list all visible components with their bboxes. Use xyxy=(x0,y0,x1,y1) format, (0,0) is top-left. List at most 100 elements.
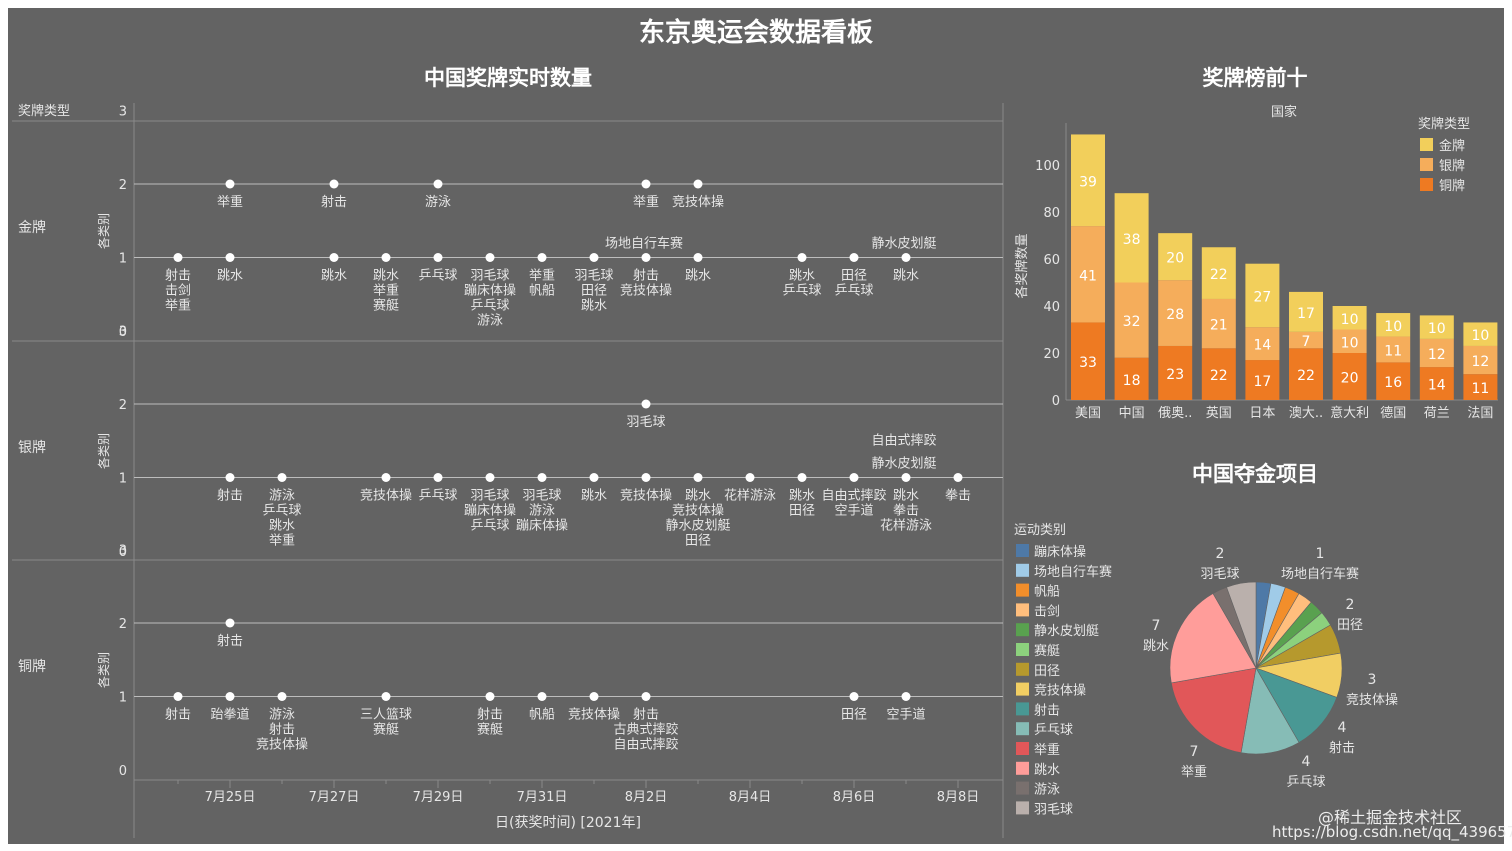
point-label: 射击 xyxy=(165,268,191,284)
data-point xyxy=(953,473,963,482)
point-label: 射击 xyxy=(217,633,243,649)
point-label: 竞技体操 xyxy=(620,283,672,299)
bar-value-label: 27 xyxy=(1253,289,1271,305)
bar-value-label: 17 xyxy=(1297,306,1315,322)
bar-y-tick-label: 40 xyxy=(1043,300,1060,315)
bar-segment xyxy=(1245,263,1280,328)
bar-value-label: 7 xyxy=(1302,334,1311,350)
point-label: 竞技体操 xyxy=(256,737,308,753)
pie-value-label: 1 xyxy=(1316,546,1325,562)
point-label: 跳水 xyxy=(685,489,711,504)
y-axis-label: 各类别 xyxy=(96,433,111,469)
point-label: 跳水 xyxy=(269,519,295,534)
y-tick-label: 3 xyxy=(119,544,127,559)
bar-value-label: 10 xyxy=(1341,312,1359,328)
bar-value-label: 21 xyxy=(1210,318,1228,334)
point-label: 射击 xyxy=(633,707,659,723)
timeline-title: 中国奖牌实时数量 xyxy=(424,66,592,90)
bar-value-label: 16 xyxy=(1384,375,1402,391)
bar-value-label: 10 xyxy=(1471,328,1489,344)
row-medal-label: 银牌 xyxy=(18,439,46,456)
data-point xyxy=(589,253,599,262)
pie-slice-label: 田径 xyxy=(1337,618,1363,633)
bar-value-label: 38 xyxy=(1123,232,1141,248)
data-point xyxy=(849,692,859,701)
y-tick-label: 0 xyxy=(119,545,127,560)
data-point xyxy=(745,473,755,482)
bar-value-label: 10 xyxy=(1384,319,1402,335)
bar-category-label: 意大利 xyxy=(1330,405,1369,421)
bar-category-label: 日本 xyxy=(1249,406,1275,421)
bar-value-label: 39 xyxy=(1079,174,1097,190)
point-label: 游泳 xyxy=(425,195,451,210)
bar-segment xyxy=(1071,134,1105,227)
data-point xyxy=(641,179,651,189)
y-tick-label: 3 xyxy=(119,325,127,340)
pie-legend-swatch xyxy=(1016,722,1029,736)
data-point xyxy=(693,253,703,262)
bar-segment xyxy=(1332,306,1367,330)
pie-value-label: 7 xyxy=(1152,618,1161,634)
point-label: 射击 xyxy=(321,194,347,210)
bar-segment xyxy=(1114,357,1149,400)
data-point xyxy=(381,692,391,701)
pie-legend-label: 蹦床体操 xyxy=(1034,544,1086,560)
point-label: 乒乓球 xyxy=(470,519,509,534)
point-label: 射击 xyxy=(633,268,659,284)
point-label: 举重 xyxy=(633,194,659,210)
pie-slice-label: 羽毛球 xyxy=(1200,567,1239,582)
data-point xyxy=(641,399,651,409)
point-label: 乒乓球 xyxy=(418,489,457,504)
row-medal-label: 铜牌 xyxy=(18,658,46,675)
data-point xyxy=(849,473,859,482)
point-label: 田径 xyxy=(789,504,815,519)
y-tick-label: 1 xyxy=(119,252,127,267)
pie-slice xyxy=(1169,593,1257,684)
bar-y-tick-label: 60 xyxy=(1043,253,1060,268)
pie-legend-label: 羽毛球 xyxy=(1034,802,1073,817)
pie-legend-swatch xyxy=(1016,603,1029,617)
x-tick-label: 7月27日 xyxy=(309,790,360,805)
bar-segment xyxy=(1289,291,1323,332)
data-point xyxy=(485,253,495,262)
data-point xyxy=(641,692,651,701)
point-label: 乒乓球 xyxy=(834,284,873,299)
bar-category-label: 法国 xyxy=(1467,406,1493,421)
point-label-above: 场地自行车赛 xyxy=(605,236,683,252)
point-label: 花样游泳 xyxy=(724,488,776,504)
point-label: 田径 xyxy=(685,534,711,549)
bar-segment xyxy=(1071,322,1105,400)
point-label: 跳水 xyxy=(789,269,815,284)
bar-y-axis-label: 各奖牌数量 xyxy=(1014,233,1030,298)
bar-value-label: 23 xyxy=(1166,367,1184,383)
point-label: 跳水 xyxy=(893,489,919,504)
bar-segment xyxy=(1419,315,1454,339)
point-label: 举重 xyxy=(217,194,243,210)
bar-segment xyxy=(1245,327,1280,361)
point-label: 射击 xyxy=(269,722,295,738)
point-label: 射击 xyxy=(165,707,191,723)
data-point xyxy=(849,253,859,262)
point-label: 跳水 xyxy=(581,489,607,504)
x-tick-label: 8月6日 xyxy=(833,790,876,805)
pie-slice xyxy=(1226,581,1257,669)
point-label-above: 静水皮划艇 xyxy=(871,237,936,252)
bar-segment xyxy=(1332,353,1367,400)
bar-value-label: 14 xyxy=(1428,378,1446,394)
bar-segment xyxy=(1158,345,1193,400)
point-label: 跆拳道 xyxy=(210,707,249,723)
data-point xyxy=(329,179,339,189)
bar-legend-label: 金牌 xyxy=(1439,138,1465,154)
pie-title: 中国夺金项目 xyxy=(1192,462,1318,486)
data-point xyxy=(797,253,807,262)
data-point xyxy=(901,473,911,482)
data-point xyxy=(485,692,495,701)
bar-category-label: 中国 xyxy=(1119,406,1145,421)
pie-legend-swatch xyxy=(1016,623,1029,637)
bar-category-label: 俄奥.. xyxy=(1158,406,1192,421)
data-point xyxy=(589,473,599,482)
bar-category-label: 荷兰 xyxy=(1424,406,1450,421)
bar-value-label: 11 xyxy=(1471,381,1489,397)
point-label: 帆船 xyxy=(529,708,555,723)
